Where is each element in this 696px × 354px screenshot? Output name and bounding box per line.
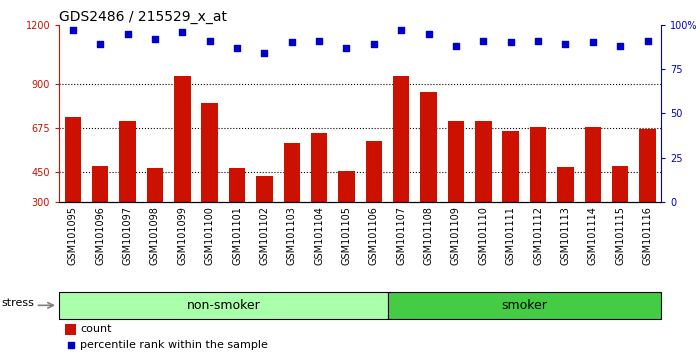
- Text: count: count: [80, 324, 112, 334]
- Text: percentile rank within the sample: percentile rank within the sample: [80, 340, 268, 350]
- Point: [587, 40, 599, 45]
- Bar: [147, 169, 163, 202]
- Point: [560, 41, 571, 47]
- Bar: [65, 117, 81, 202]
- Text: GSM101096: GSM101096: [95, 206, 105, 265]
- Bar: [503, 131, 519, 202]
- Point: [232, 45, 243, 51]
- Point: [177, 29, 188, 35]
- Bar: [311, 133, 327, 202]
- Point: [532, 38, 544, 44]
- Point: [477, 38, 489, 44]
- Point: [286, 40, 297, 45]
- Point: [65, 342, 76, 348]
- Point: [259, 50, 270, 56]
- Bar: [201, 103, 218, 202]
- Bar: [92, 166, 109, 202]
- Text: GSM101110: GSM101110: [478, 206, 489, 265]
- Point: [395, 27, 406, 33]
- Text: GSM101107: GSM101107: [396, 206, 406, 265]
- Bar: [393, 76, 409, 202]
- Text: GSM101105: GSM101105: [342, 206, 351, 265]
- Point: [68, 27, 79, 33]
- Point: [505, 40, 516, 45]
- Point: [122, 31, 133, 36]
- Bar: [65, 324, 76, 335]
- Point: [150, 36, 161, 42]
- Text: GSM101116: GSM101116: [642, 206, 653, 265]
- Bar: [338, 171, 355, 202]
- Text: GSM101102: GSM101102: [260, 206, 269, 265]
- Text: GSM101103: GSM101103: [287, 206, 296, 265]
- Text: GSM101095: GSM101095: [68, 206, 78, 265]
- Text: GDS2486 / 215529_x_at: GDS2486 / 215529_x_at: [59, 10, 227, 24]
- Bar: [448, 121, 464, 202]
- Bar: [530, 127, 546, 202]
- Point: [204, 38, 215, 44]
- Point: [450, 43, 461, 49]
- Bar: [256, 176, 273, 202]
- Text: GSM101111: GSM101111: [506, 206, 516, 265]
- Text: GSM101106: GSM101106: [369, 206, 379, 265]
- Text: GSM101112: GSM101112: [533, 206, 543, 265]
- Text: GSM101109: GSM101109: [451, 206, 461, 265]
- Text: stress: stress: [1, 298, 34, 308]
- Text: GSM101099: GSM101099: [177, 206, 187, 265]
- Bar: [640, 129, 656, 202]
- Text: GSM101097: GSM101097: [122, 206, 132, 265]
- Point: [314, 38, 325, 44]
- Text: GSM101108: GSM101108: [424, 206, 434, 265]
- Text: GSM101115: GSM101115: [615, 206, 625, 265]
- Point: [423, 31, 434, 36]
- Point: [615, 43, 626, 49]
- Text: GSM101113: GSM101113: [560, 206, 571, 265]
- Point: [341, 45, 352, 51]
- Bar: [475, 121, 491, 202]
- Bar: [388, 292, 661, 319]
- Text: GSM101098: GSM101098: [150, 206, 160, 265]
- Bar: [365, 141, 382, 202]
- Text: non-smoker: non-smoker: [187, 299, 260, 312]
- Text: GSM101100: GSM101100: [205, 206, 214, 265]
- Bar: [612, 166, 628, 202]
- Bar: [420, 92, 437, 202]
- Point: [368, 41, 379, 47]
- Point: [95, 41, 106, 47]
- Bar: [120, 121, 136, 202]
- Bar: [59, 292, 388, 319]
- Text: GSM101101: GSM101101: [232, 206, 242, 265]
- Text: smoker: smoker: [501, 299, 547, 312]
- Bar: [557, 167, 574, 202]
- Bar: [229, 169, 245, 202]
- Bar: [585, 127, 601, 202]
- Bar: [283, 143, 300, 202]
- Text: GSM101114: GSM101114: [588, 206, 598, 265]
- Point: [642, 38, 653, 44]
- Text: GSM101104: GSM101104: [314, 206, 324, 265]
- Bar: [174, 76, 191, 202]
